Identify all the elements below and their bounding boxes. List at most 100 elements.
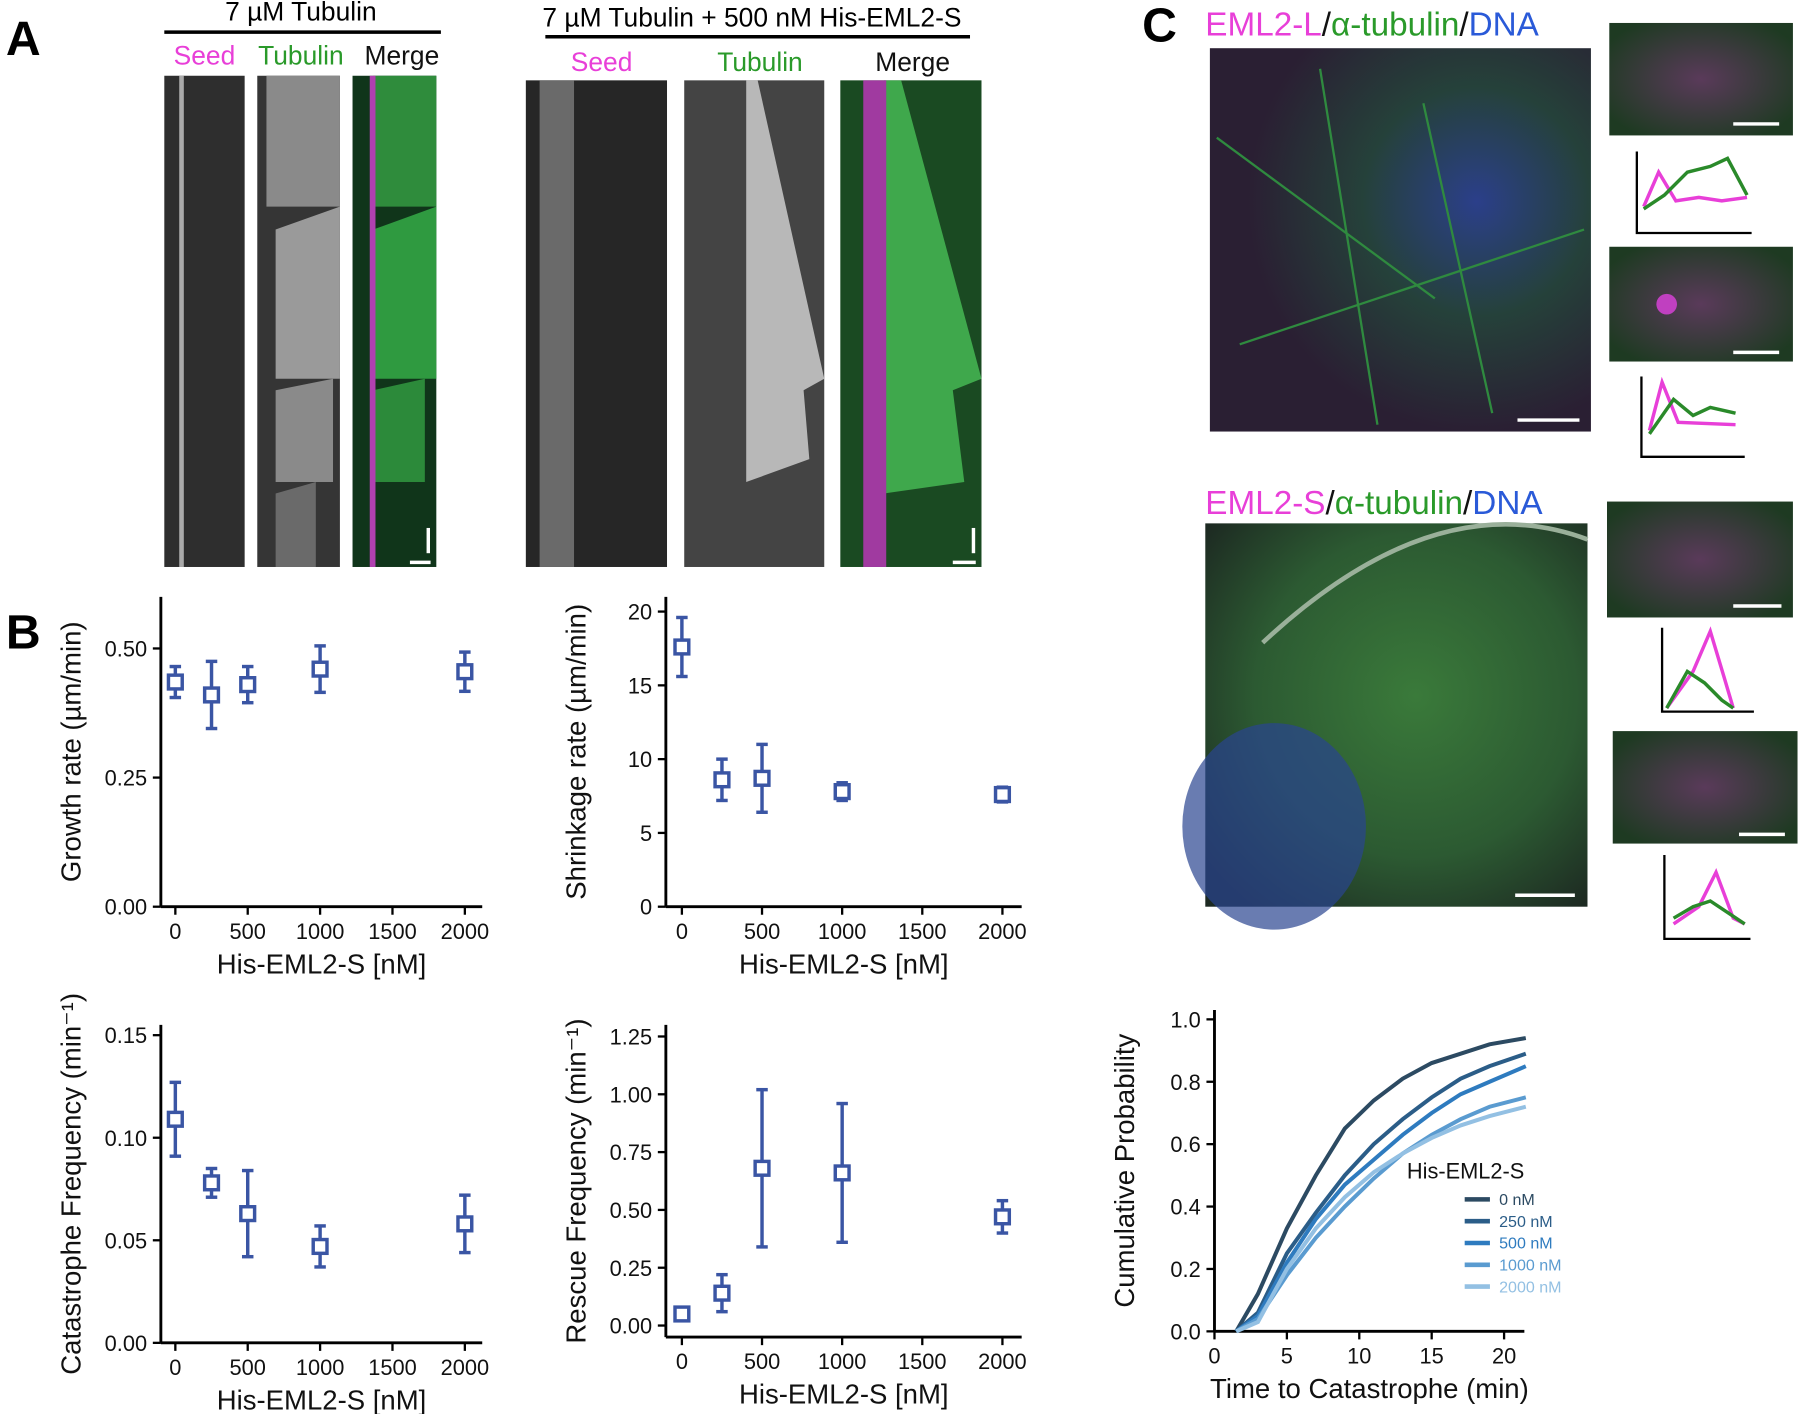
y-tick-label: 15 xyxy=(628,673,652,698)
caption-part: / xyxy=(1325,485,1335,522)
y-tick-label: 0.50 xyxy=(105,637,147,662)
y-tick-label: 10 xyxy=(628,747,652,772)
x-tick-label: 2000 xyxy=(441,1355,490,1380)
y-axis-label: Catastrophe Frequency (min⁻¹) xyxy=(56,993,87,1375)
legend-label: 2000 nM xyxy=(1499,1278,1561,1296)
y-tick-label: 0.50 xyxy=(610,1198,652,1223)
caption-part: / xyxy=(1463,485,1473,522)
y-tick-label: 0 xyxy=(640,895,652,920)
series-line xyxy=(1234,1051,1527,1333)
y-tick-label: 0.75 xyxy=(610,1140,652,1165)
y-tick-label: 1.00 xyxy=(610,1082,652,1107)
cell-caption: EML2-S/α-tubulin/DNA xyxy=(1205,485,1543,522)
marker xyxy=(833,1164,851,1182)
kymo-title: 7 µM Tubulin + 500 nM His-EML2-S xyxy=(542,2,961,32)
x-tick-label: 20 xyxy=(1492,1344,1516,1369)
legend-title: His-EML2-S xyxy=(1407,1159,1524,1184)
channel-label: Merge xyxy=(365,40,440,70)
x-axis-label: Time to Catastrophe (min) xyxy=(1210,1373,1529,1404)
caption-part: EML2-L xyxy=(1205,7,1321,44)
x-tick-label: 500 xyxy=(230,1355,266,1380)
x-tick-label: 15 xyxy=(1420,1344,1444,1369)
caption-part: / xyxy=(1459,7,1469,44)
x-tick-label: 2000 xyxy=(441,919,490,944)
x-tick-label: 0 xyxy=(169,1355,181,1380)
marker xyxy=(993,785,1012,804)
marker xyxy=(456,1215,474,1233)
marker xyxy=(456,663,474,681)
y-tick-label: 0.10 xyxy=(105,1126,147,1151)
marker xyxy=(239,676,257,694)
caption-part: α-tubulin xyxy=(1331,7,1459,44)
marker xyxy=(166,673,184,691)
kymograph-images xyxy=(525,80,982,567)
marker xyxy=(833,782,851,801)
y-tick-label: 0.6 xyxy=(1170,1132,1200,1157)
marker xyxy=(239,1205,257,1223)
marker xyxy=(311,660,329,678)
x-tick-label: 0 xyxy=(676,919,688,944)
y-tick-label: 0.00 xyxy=(610,1314,652,1339)
marker xyxy=(753,769,771,787)
panel-label: A xyxy=(6,12,41,66)
x-tick-label: 1000 xyxy=(296,1355,344,1380)
legend-label: 250 nM xyxy=(1499,1213,1553,1231)
series-line xyxy=(1235,1095,1527,1334)
x-axis-label: His-EML2-S [nM] xyxy=(739,948,949,979)
series-line xyxy=(1235,1104,1527,1334)
x-tick-label: 1500 xyxy=(898,1349,947,1374)
legend-label: 500 nM xyxy=(1499,1235,1553,1253)
caption-part: DNA xyxy=(1472,485,1543,522)
y-tick-label: 0.25 xyxy=(105,766,147,791)
caption-part: EML2-S xyxy=(1205,485,1325,522)
x-tick-label: 1500 xyxy=(368,919,416,944)
y-tick-label: 20 xyxy=(628,600,652,625)
cell-caption: EML2-L/α-tubulin/DNA xyxy=(1205,7,1539,44)
marker xyxy=(673,638,691,656)
x-tick-label: 2000 xyxy=(978,919,1027,944)
y-tick-label: 0.00 xyxy=(105,895,147,920)
y-tick-label: 0.2 xyxy=(1170,1257,1200,1282)
x-tick-label: 10 xyxy=(1347,1344,1371,1369)
x-tick-label: 0 xyxy=(676,1349,688,1374)
marker xyxy=(993,1208,1012,1226)
y-tick-label: 0.8 xyxy=(1170,1070,1200,1095)
kymograph-images xyxy=(164,75,437,567)
x-tick-label: 1500 xyxy=(368,1355,416,1380)
series-line xyxy=(1235,1064,1527,1333)
panel-label: C xyxy=(1142,0,1177,52)
channel-label: Seed xyxy=(571,47,633,77)
y-tick-label: 1.0 xyxy=(1170,1007,1200,1032)
x-tick-label: 1000 xyxy=(818,919,867,944)
marker xyxy=(713,771,731,789)
legend-label: 0 nM xyxy=(1499,1191,1535,1209)
marker xyxy=(713,1284,731,1302)
y-tick-label: 0.00 xyxy=(105,1331,147,1356)
caption-part: α-tubulin xyxy=(1335,485,1463,522)
x-axis-label: His-EML2-S [nM] xyxy=(739,1379,949,1410)
x-tick-label: 500 xyxy=(744,919,780,944)
marker xyxy=(202,686,221,704)
channel-label: Tubulin xyxy=(717,47,803,77)
y-tick-label: 0.0 xyxy=(1170,1319,1200,1344)
marker xyxy=(202,1174,221,1192)
x-tick-label: 1000 xyxy=(818,1349,867,1374)
kymo-title: 7 µM Tubulin xyxy=(225,0,377,27)
x-tick-label: 2000 xyxy=(978,1349,1027,1374)
x-tick-label: 500 xyxy=(744,1349,780,1374)
x-tick-label: 500 xyxy=(230,919,266,944)
y-tick-label: 0.15 xyxy=(105,1023,147,1048)
y-tick-label: 1.25 xyxy=(610,1025,652,1050)
channel-label: Seed xyxy=(174,40,236,70)
channel-label: Merge xyxy=(875,47,950,77)
marker xyxy=(673,1305,691,1323)
marker xyxy=(753,1159,771,1177)
y-tick-label: 5 xyxy=(640,821,652,846)
caption-part: / xyxy=(1322,7,1332,44)
panel-label: B xyxy=(6,605,41,659)
marker xyxy=(311,1237,329,1256)
x-tick-label: 1500 xyxy=(898,919,947,944)
